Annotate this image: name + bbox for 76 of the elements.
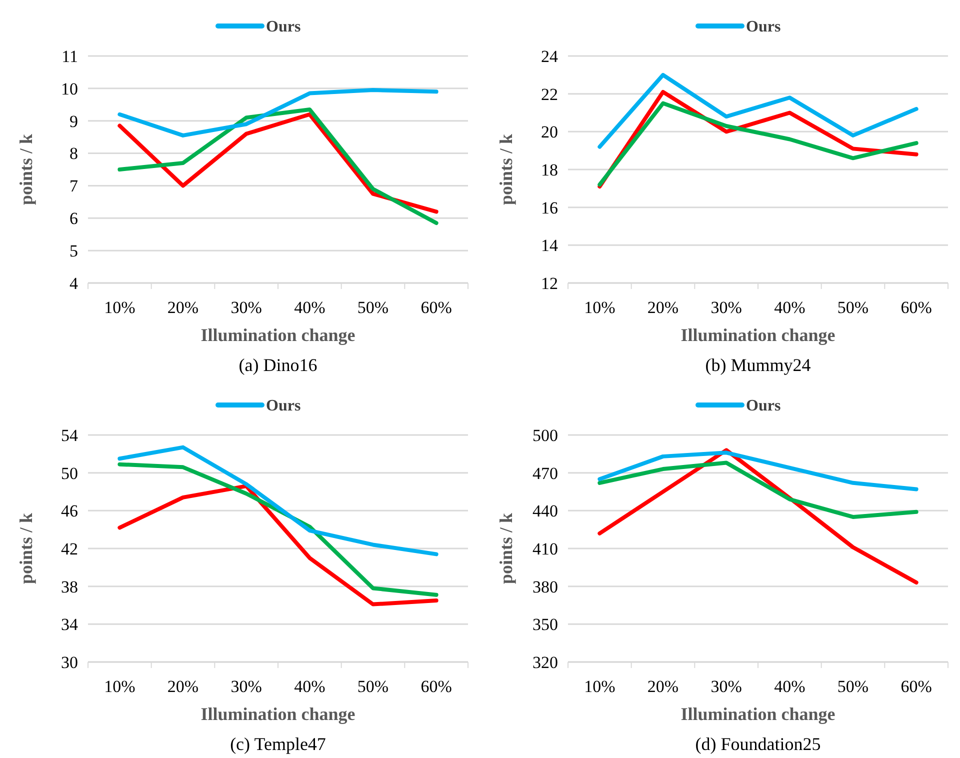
y-tick-label: 38 xyxy=(61,577,78,596)
x-tick-label: 60% xyxy=(420,298,452,317)
x-tick-label: 50% xyxy=(357,298,389,317)
y-tick-label: 46 xyxy=(61,502,78,521)
y-tick-label: 22 xyxy=(541,84,558,104)
x-tick-label: 10% xyxy=(104,677,136,696)
line-series xyxy=(598,72,918,149)
line-series xyxy=(598,460,918,519)
y-tick-label: 440 xyxy=(532,502,558,521)
legend-label: Ours xyxy=(746,398,781,415)
y-tick-label: 34 xyxy=(61,615,78,634)
y-axis-title: points / k xyxy=(496,512,516,584)
y-axis-title: points / k xyxy=(16,134,36,206)
x-tick-label: 30% xyxy=(710,298,742,317)
legend-label: Ours xyxy=(266,398,301,415)
x-tick-label: 30% xyxy=(710,677,742,696)
y-tick-label: 20 xyxy=(541,122,558,142)
y-tick-label: 10 xyxy=(61,79,78,98)
y-axis-title: points / k xyxy=(496,134,516,206)
y-tick-label: 42 xyxy=(61,539,78,558)
y-tick-label: 410 xyxy=(532,539,558,558)
x-tick-label: 30% xyxy=(230,677,262,696)
x-tick-label: 40% xyxy=(294,677,326,696)
line-series xyxy=(118,88,438,138)
x-tick-label: 20% xyxy=(647,298,679,317)
y-tick-label: 14 xyxy=(541,236,558,256)
x-axis-title: Illumination change xyxy=(200,704,356,724)
legend-label: Ours xyxy=(266,18,301,36)
text: (d) Foundation25 xyxy=(695,734,821,754)
x-tick-label: 60% xyxy=(900,677,932,696)
x-axis-title: Illumination change xyxy=(680,704,836,724)
x-tick-label: 20% xyxy=(167,298,199,317)
y-tick-label: 5 xyxy=(70,242,78,261)
text: (b) Mummy24 xyxy=(705,355,811,375)
y-tick-label: 54 xyxy=(61,426,78,445)
y-tick-label: 16 xyxy=(541,198,558,218)
text: (c) Temple47 xyxy=(230,734,326,754)
y-tick-label: 4 xyxy=(70,274,78,293)
y-tick-label: 380 xyxy=(532,577,558,596)
x-tick-label: 10% xyxy=(104,298,136,317)
x-axis-title: Illumination change xyxy=(200,325,356,345)
x-tick-label: 10% xyxy=(584,677,616,696)
line-series xyxy=(118,484,438,606)
x-tick-label: 60% xyxy=(900,298,932,317)
text: (a) Dino16 xyxy=(238,355,318,375)
x-axis-title: Illumination change xyxy=(680,325,836,345)
y-tick-label: 500 xyxy=(532,426,558,445)
y-tick-label: 9 xyxy=(70,112,78,131)
line-series xyxy=(118,462,438,597)
y-tick-label: 18 xyxy=(541,160,558,180)
y-tick-label: 8 xyxy=(70,144,78,164)
line-series xyxy=(118,445,438,556)
y-tick-label: 12 xyxy=(541,274,558,293)
y-tick-label: 470 xyxy=(532,464,558,483)
y-tick-label: 11 xyxy=(62,46,78,66)
x-tick-label: 60% xyxy=(420,677,452,696)
x-tick-label: 50% xyxy=(837,298,869,317)
y-tick-label: 7 xyxy=(70,176,78,196)
x-tick-label: 40% xyxy=(774,298,806,317)
x-tick-label: 50% xyxy=(837,677,869,696)
y-tick-label: 6 xyxy=(70,209,78,228)
y-tick-label: 350 xyxy=(532,615,558,634)
x-tick-label: 40% xyxy=(294,298,326,317)
x-tick-label: 20% xyxy=(167,677,199,696)
x-tick-label: 40% xyxy=(774,677,806,696)
x-tick-label: 50% xyxy=(357,677,389,696)
y-axis-title: points / k xyxy=(16,512,36,584)
y-tick-label: 320 xyxy=(532,652,558,672)
y-tick-label: 50 xyxy=(61,464,78,483)
y-tick-label: 30 xyxy=(61,652,78,672)
x-tick-label: 10% xyxy=(584,298,616,317)
line-series xyxy=(598,450,918,492)
x-tick-label: 20% xyxy=(647,677,679,696)
y-tick-label: 24 xyxy=(541,46,558,66)
legend-label: Ours xyxy=(746,18,781,36)
x-tick-label: 30% xyxy=(230,298,262,317)
